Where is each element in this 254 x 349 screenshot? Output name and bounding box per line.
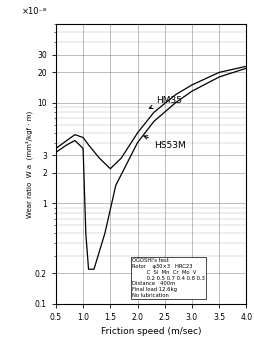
Text: HM35: HM35	[149, 96, 183, 109]
Text: OGOSHI's test
Rotor    φ30×3   HRC23
         C  Si  Mn  Cr  Mo  V
         0.2 : OGOSHI's test Rotor φ30×3 HRC23 C Si Mn …	[132, 258, 205, 298]
Y-axis label: Wear ratio  W a  (mm³/kgf · m): Wear ratio W a (mm³/kgf · m)	[26, 110, 34, 218]
Text: HS53M: HS53M	[144, 136, 186, 150]
X-axis label: Friction speed (m/sec): Friction speed (m/sec)	[101, 327, 201, 336]
Text: ×10⁻⁸: ×10⁻⁸	[22, 7, 47, 16]
